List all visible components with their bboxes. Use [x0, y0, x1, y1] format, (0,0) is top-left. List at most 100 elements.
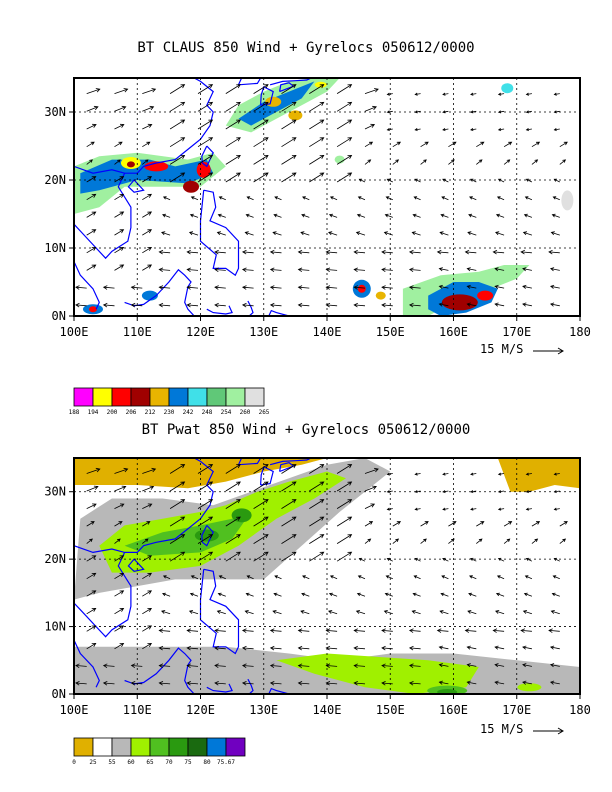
wind-arrow	[142, 590, 153, 597]
wind-arrow	[551, 213, 560, 218]
y-tick-label: 0N	[52, 309, 66, 323]
colorbar-label: 0	[72, 759, 76, 766]
colorbar-label: 265	[259, 409, 270, 416]
wind-arrow	[114, 521, 123, 527]
wind-arrow	[496, 575, 505, 580]
wind-arrow	[438, 663, 449, 668]
x-tick-label: 140E	[313, 325, 342, 339]
wind-arrow	[553, 507, 560, 511]
wind-arrow	[440, 592, 449, 597]
wind-arrow	[364, 538, 372, 544]
x-tick-label: 110E	[123, 703, 152, 717]
cloud-core-2	[144, 161, 169, 172]
wind-arrow	[383, 610, 393, 615]
wind-arrow	[392, 538, 400, 544]
wind-arrow	[408, 285, 421, 290]
cloud-core-12	[375, 291, 386, 300]
wind-arrow	[86, 590, 97, 597]
wind-arrow	[355, 231, 366, 236]
wind-arrow	[169, 464, 186, 474]
pwat-core-1	[194, 529, 219, 542]
wind-arrow	[114, 264, 125, 271]
colorbar-swatch	[187, 737, 208, 757]
wind-arrow	[414, 178, 421, 183]
wind-arrow	[169, 84, 186, 94]
wind-arrow	[302, 575, 310, 580]
wind-arrow	[469, 196, 477, 201]
wind-arrow	[497, 557, 505, 562]
wind-arrow	[197, 516, 214, 527]
wind-arrow	[253, 516, 269, 527]
wind-arrow	[466, 284, 477, 289]
wind-arrow	[188, 231, 199, 236]
wind-arrow	[420, 521, 429, 527]
wind-arrow	[414, 472, 421, 476]
coast-malaya	[74, 639, 100, 688]
wind-arrow	[245, 592, 254, 597]
wind-arrow	[353, 249, 366, 255]
wind-arrow	[281, 516, 297, 527]
wind-arrow	[523, 213, 533, 218]
wind-arrow	[253, 154, 269, 165]
wind-arrow	[550, 610, 560, 615]
wind-arrow	[522, 231, 533, 236]
wind-arrow	[86, 141, 95, 148]
wind-arrow	[470, 127, 477, 132]
wind-arrow	[497, 110, 505, 114]
wind-arrow	[523, 592, 533, 597]
wind-arrow	[86, 538, 93, 544]
wind-arrow	[225, 101, 241, 112]
wind-arrow	[495, 231, 505, 236]
wind-arrow	[281, 481, 297, 492]
wind-arrow	[553, 92, 560, 96]
wind-arrow	[241, 645, 254, 651]
pwat-core-5	[517, 683, 542, 692]
coast-taiwan	[201, 524, 214, 547]
wind-arrow	[253, 534, 269, 544]
wind-arrow	[386, 127, 393, 132]
wind-arrow	[186, 681, 199, 686]
colorbar-label: 188	[69, 409, 80, 416]
wind-arrow	[495, 592, 505, 597]
wind-arrow	[392, 521, 402, 527]
wind-arrow	[438, 284, 449, 289]
x-tick-label: 120E	[186, 325, 215, 339]
wind-arrow	[86, 625, 97, 632]
pwat-core-4	[437, 688, 458, 694]
wind-arrow	[86, 176, 97, 183]
coast-sulawesi	[206, 683, 233, 693]
wind-arrow	[75, 285, 87, 290]
wind-arrow	[297, 663, 310, 669]
cloud-core-13	[88, 306, 97, 313]
wind-arrow	[328, 231, 338, 236]
wind-arrow	[269, 663, 282, 669]
wind-arrow	[549, 645, 560, 650]
wind-arrow	[441, 196, 449, 201]
x-tick-label: 110E	[123, 325, 152, 339]
wind-arrow	[448, 141, 457, 148]
wind-arrow	[438, 302, 449, 307]
wind-arrow	[225, 551, 241, 562]
colorbar-swatch	[187, 387, 208, 407]
wind-arrow	[470, 472, 477, 476]
wind-arrow	[253, 464, 269, 474]
colorbar-swatch	[149, 387, 170, 407]
wind-arrow	[197, 172, 214, 183]
panel2-field	[74, 458, 580, 694]
cloud-north-east	[501, 83, 514, 94]
coast-vietnam	[74, 552, 132, 638]
wind-arrow	[309, 534, 325, 544]
wind-arrow	[197, 481, 214, 492]
wind-arrow	[328, 592, 338, 597]
cloud-core-10	[477, 290, 494, 301]
wind-arrow	[385, 575, 393, 580]
wind-arrow	[246, 575, 254, 580]
wind-arrow	[86, 105, 99, 112]
wind-arrow	[531, 159, 539, 165]
wind-arrow	[190, 196, 199, 201]
wind-arrow	[470, 507, 477, 511]
wind-arrow	[386, 110, 393, 114]
wind-arrow	[386, 507, 393, 511]
wind-arrow	[525, 507, 532, 511]
